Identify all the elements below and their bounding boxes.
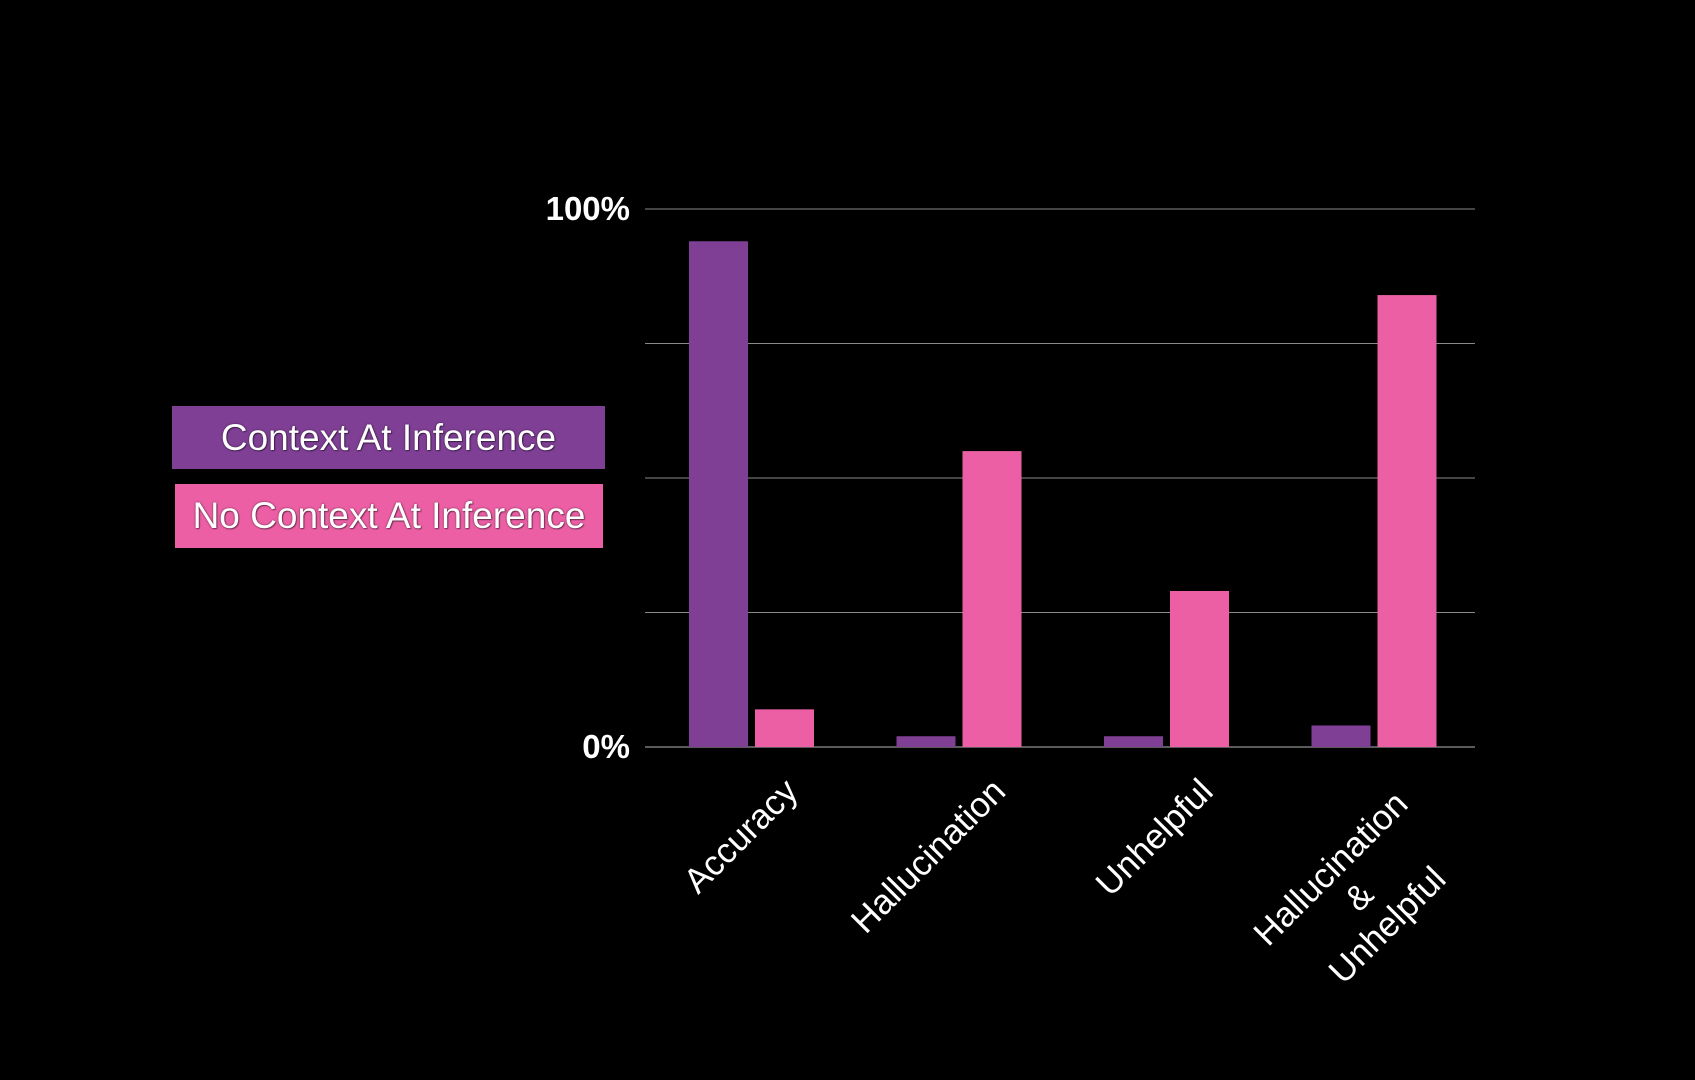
y-tick-label-100: 100% — [546, 190, 630, 227]
bar-no-context-2 — [1170, 590, 1229, 747]
legend-item-no-context-at-inference: No Context At Inference — [175, 484, 603, 548]
legend-item-context-at-inference: Context At Inference — [172, 406, 605, 469]
bar-no-context-1 — [962, 451, 1022, 747]
bar-context-1 — [896, 736, 956, 747]
category-label-1-line-0: Hallucination — [844, 771, 1013, 940]
bar-no-context-0 — [755, 709, 814, 747]
bar-context-2 — [1104, 736, 1163, 747]
category-label-3: Hallucination&Unhelpful — [1246, 784, 1453, 991]
category-label-2-line-0: Unhelpful — [1088, 771, 1220, 903]
legend-label-no-context-at-inference: No Context At Inference — [192, 495, 586, 536]
y-tick-labels: 0% 100% — [546, 190, 630, 765]
bars — [689, 241, 1437, 747]
category-label-1: Hallucination — [844, 771, 1013, 940]
x-category-labels: Accuracy Hallucination Unhelpful Hallucinat… — [676, 771, 1453, 991]
gridlines — [645, 208, 1475, 748]
bar-context-3 — [1311, 725, 1371, 747]
legend-label-context-at-inference: Context At Inference — [220, 416, 557, 458]
y-tick-label-0: 0% — [582, 728, 630, 765]
bar-context-0 — [689, 241, 748, 747]
category-label-2: Unhelpful — [1088, 771, 1220, 903]
category-label-0-line-0: Accuracy — [676, 771, 806, 901]
category-label-0: Accuracy — [676, 771, 806, 901]
bar-no-context-3 — [1377, 295, 1437, 747]
